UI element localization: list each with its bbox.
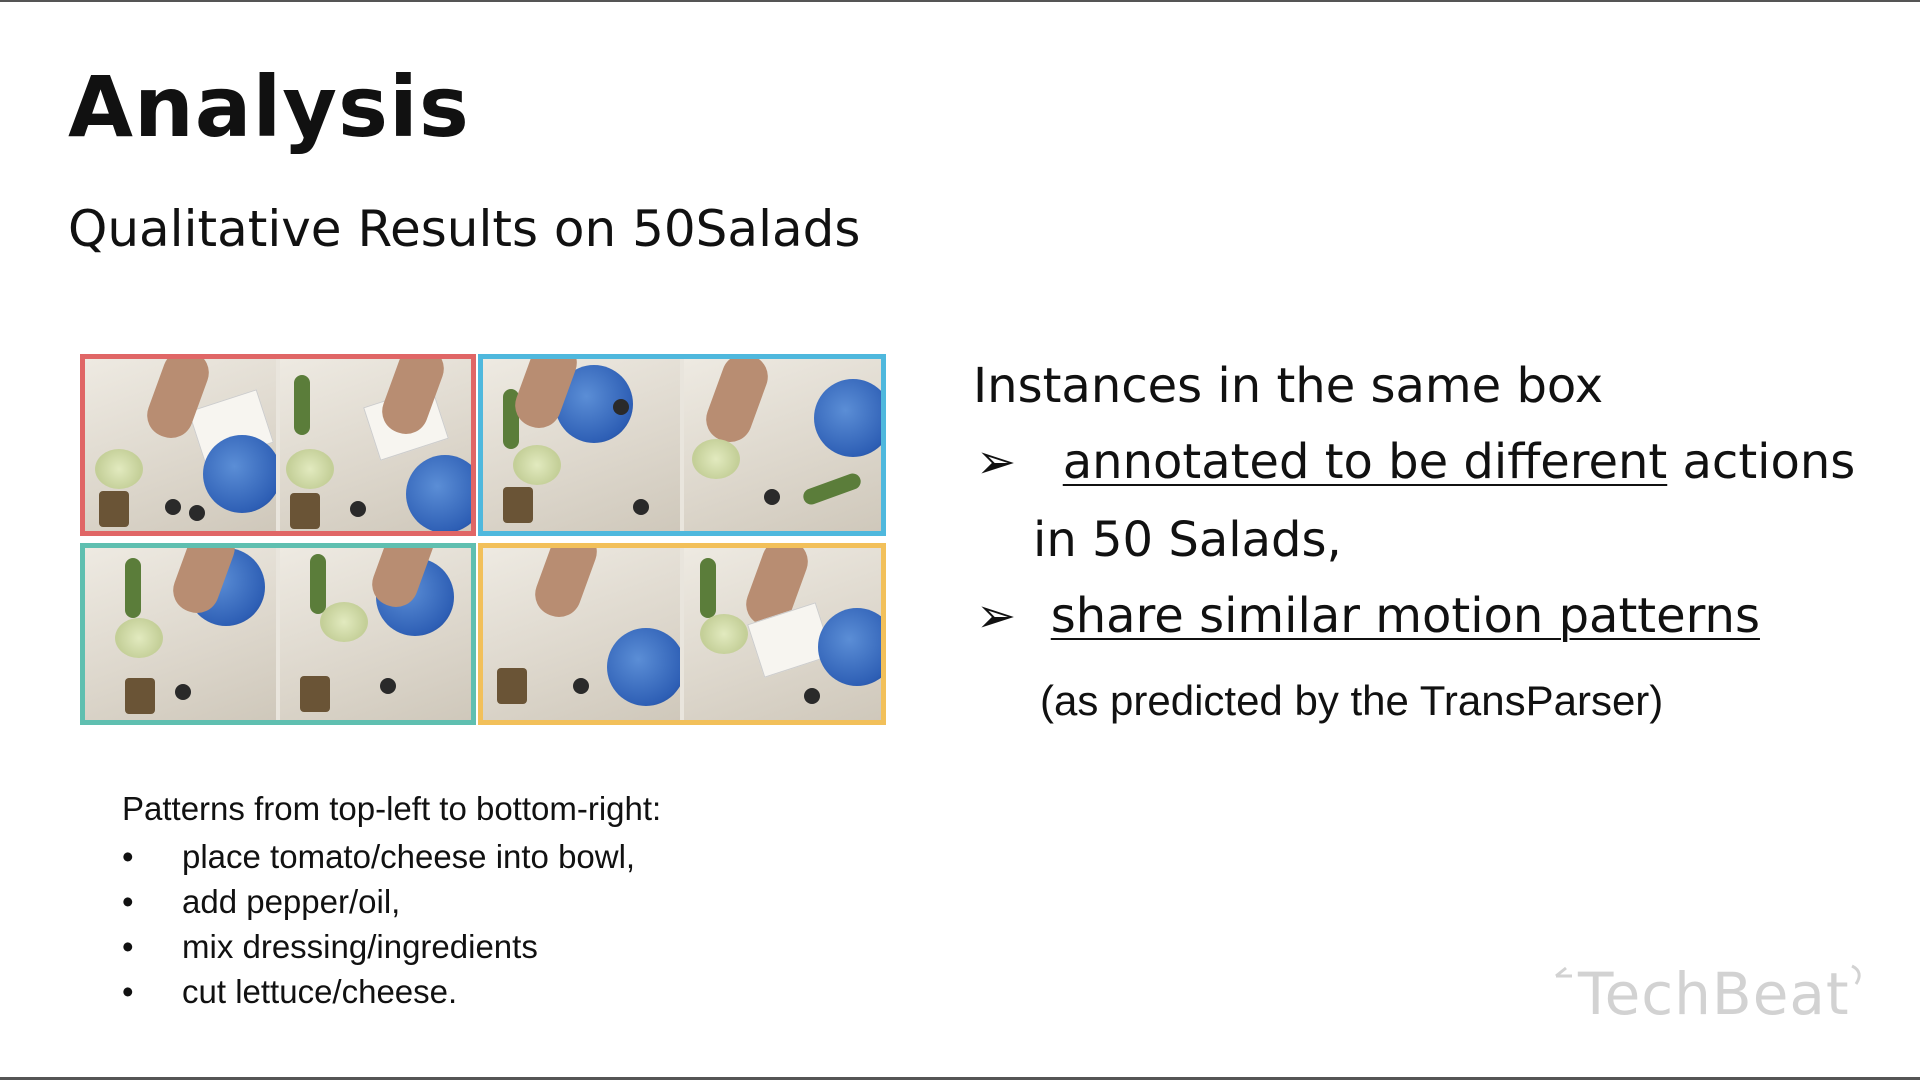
- frame-image: [684, 548, 881, 720]
- logo-text: TechBeat: [1578, 960, 1850, 1028]
- frame-image: [483, 359, 680, 531]
- teal-box-mix-dressing: [80, 543, 476, 725]
- point-1-rest: actions: [1667, 434, 1856, 490]
- frame-image: [85, 548, 276, 720]
- frame-image: [483, 548, 680, 720]
- instances-heading: Instances in the same box: [973, 358, 1604, 414]
- point-1-line-1: ➢ annotated to be different actions: [976, 434, 1855, 490]
- transparser-note: (as predicted by the TransParser): [1040, 677, 1664, 724]
- list-item: • place tomato/cheese into bowl,: [122, 838, 636, 875]
- techbeat-logo: TechBeat: [1552, 960, 1861, 1028]
- list-item: • add pepper/oil,: [122, 883, 401, 920]
- top-border: [0, 0, 1920, 2]
- logo-brackets-icon: [1555, 964, 1861, 985]
- frame-image: [280, 548, 471, 720]
- frame-image: [684, 359, 881, 531]
- red-box-tomato-cheese: [80, 354, 476, 536]
- qualitative-results-figure: [80, 354, 886, 725]
- point-2: ➢ share similar motion patterns: [976, 588, 1760, 644]
- bottom-border: [0, 1077, 1920, 1080]
- patterns-title: Patterns from top-left to bottom-right:: [122, 790, 662, 827]
- yellow-box-cut-lettuce: [478, 543, 886, 725]
- blue-box-pepper-oil: [478, 354, 886, 536]
- frame-image: [85, 359, 276, 531]
- patterns-list: • place tomato/cheese into bowl, • add pep…: [118, 834, 635, 1014]
- slide-title: Analysis: [68, 58, 470, 156]
- slide-subtitle: Qualitative Results on 50Salads: [68, 200, 861, 258]
- arrow-bullet-icon: ➢: [976, 588, 1017, 644]
- point-1-underlined: annotated to be different: [1062, 434, 1668, 490]
- frame-image: [280, 359, 471, 531]
- point-1-line-2: in 50 Salads,: [1033, 512, 1342, 568]
- arrow-bullet-icon: ➢: [976, 434, 1017, 490]
- point-2-underlined: share similar motion patterns: [1050, 588, 1760, 644]
- list-item: • mix dressing/ingredients: [122, 928, 538, 965]
- list-item: • cut lettuce/cheese.: [122, 973, 458, 1010]
